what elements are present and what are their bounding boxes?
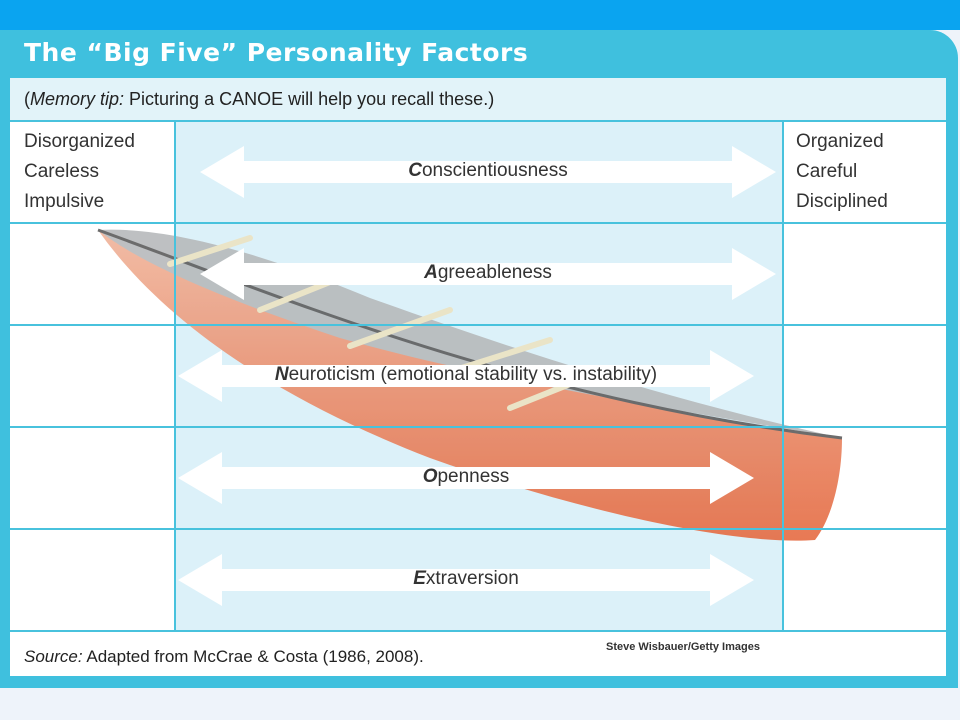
row-divider-3 — [10, 426, 946, 428]
factor-label: xtraversion — [425, 568, 519, 589]
low-traits-column: Disorganized Careless Impulsive — [24, 127, 135, 217]
source-lead: Source: — [24, 647, 83, 666]
row-divider-1 — [10, 222, 946, 224]
photo-credit: Steve Wisbauer/Getty Images — [606, 641, 760, 653]
low-trait-1: Disorganized — [24, 131, 135, 152]
high-trait-2: Careful — [796, 161, 858, 182]
factor-initial: A — [424, 262, 438, 283]
figure-body: (Memory tip: Picturing a CANOE will help… — [10, 78, 946, 676]
factor-initial: E — [413, 568, 426, 589]
top-bar — [0, 0, 960, 30]
conscientiousness-arrow — [200, 146, 776, 198]
column-divider-right — [782, 122, 784, 630]
factor-neuroticism: Neuroticism (emotional stability vs. ins… — [178, 364, 754, 386]
source-note: Source: Adapted from McCrae & Costa (198… — [24, 647, 424, 667]
neuroticism-arrow — [178, 350, 754, 402]
factor-label: onscientiousness — [421, 160, 568, 181]
factor-label: greeableness — [437, 262, 552, 283]
memory-tip: (Memory tip: Picturing a CANOE will help… — [24, 89, 494, 110]
memory-tip-lead: Memory tip: — [30, 89, 125, 109]
memory-tip-open-paren: ( — [24, 89, 30, 109]
memory-tip-text: Picturing a CANOE will help you recall t… — [124, 89, 495, 109]
factor-initial: C — [408, 160, 422, 181]
factor-conscientiousness: Conscientiousness — [200, 160, 776, 182]
high-trait-1: Organized — [796, 131, 884, 152]
row-divider-4 — [10, 528, 946, 530]
factor-initial: O — [422, 466, 438, 487]
high-traits-column: Organized Careful Disciplined — [796, 127, 888, 217]
factor-agreeableness: Agreeableness — [200, 262, 776, 284]
low-trait-2: Careless — [24, 161, 99, 182]
column-divider-left — [174, 122, 176, 630]
row-divider-2 — [10, 324, 946, 326]
figure-title: The “Big Five” Personality Factors — [24, 38, 529, 67]
factor-extraversion: Extraversion — [178, 568, 754, 590]
factor-label: euroticism (emotional stability vs. inst… — [288, 364, 658, 385]
openness-arrow — [178, 452, 754, 504]
memory-tip-bar: (Memory tip: Picturing a CANOE will help… — [10, 78, 946, 122]
factor-initial: N — [274, 364, 289, 385]
factor-openness: Openness — [178, 466, 754, 488]
factor-label: penness — [437, 466, 510, 487]
source-bar: Source: Adapted from McCrae & Costa (198… — [10, 632, 946, 676]
high-trait-3: Disciplined — [796, 191, 888, 212]
extraversion-arrow — [178, 554, 754, 606]
agreeableness-arrow — [200, 248, 776, 300]
source-text: Adapted from McCrae & Costa (1986, 2008)… — [82, 647, 424, 666]
row-divider-5 — [10, 630, 946, 632]
low-trait-3: Impulsive — [24, 191, 105, 212]
